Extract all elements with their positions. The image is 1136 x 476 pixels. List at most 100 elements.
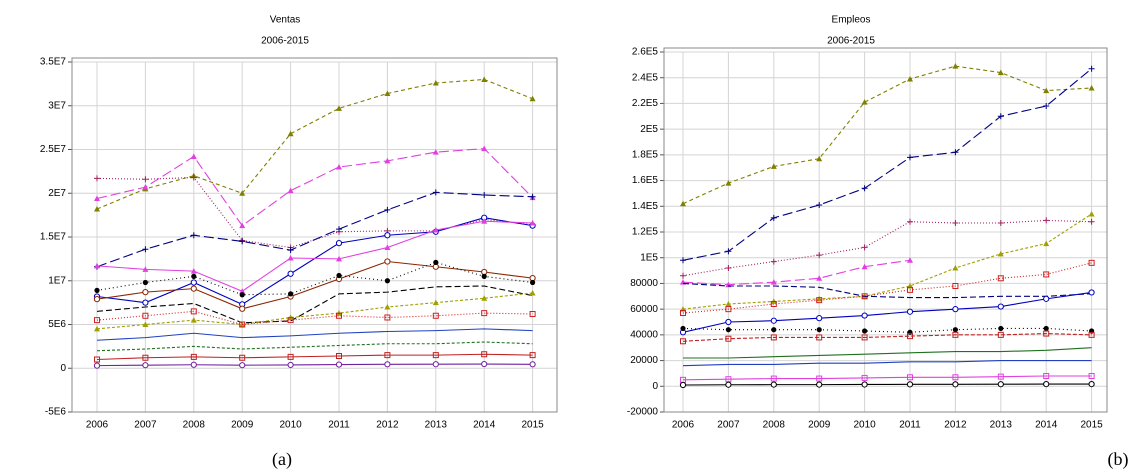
y-tick-label: 1E5 (640, 252, 658, 263)
marker (907, 76, 913, 82)
marker (861, 244, 868, 251)
marker (771, 327, 777, 333)
marker (997, 220, 1004, 226)
series-line (96, 310, 533, 326)
marker (239, 222, 246, 229)
marker (816, 381, 823, 388)
marker (384, 258, 391, 265)
marker (725, 306, 732, 313)
y-tick-label: 2.5E7 (40, 144, 67, 155)
series-line (682, 327, 1092, 333)
marker (997, 69, 1004, 76)
y-tick-label: 3E7 (48, 100, 66, 111)
y-tick-label: 40000 (630, 329, 658, 340)
marker (907, 286, 913, 293)
marker (907, 333, 913, 340)
x-tick-label: 2007 (134, 420, 157, 431)
chart: Empleos 2006-2015 (b) -20000 0 20000 40000 6000… (627, 15, 1129, 470)
marker (481, 218, 488, 224)
marker (481, 192, 488, 198)
marker (725, 265, 732, 271)
marker (1043, 103, 1050, 109)
marker (287, 130, 294, 137)
marker (142, 176, 149, 183)
marker (816, 297, 823, 304)
marker (1043, 240, 1050, 247)
marker (529, 193, 536, 200)
series-line (96, 328, 533, 341)
marker (384, 206, 391, 213)
marker (239, 305, 246, 312)
marker (907, 374, 913, 381)
marker (680, 325, 686, 332)
marker (725, 318, 732, 326)
marker (384, 232, 391, 239)
marker (336, 164, 342, 170)
marker (335, 361, 343, 368)
marker (336, 226, 342, 233)
x-tick-label: 2006 (672, 420, 695, 431)
marker (287, 255, 294, 261)
x-tick-label: 2006 (86, 420, 109, 431)
marker (1088, 65, 1095, 72)
y-tick-label: 1.2E5 (632, 227, 659, 238)
marker (906, 308, 914, 315)
x-tick-label: 2013 (425, 420, 448, 431)
marker (432, 299, 439, 306)
y-tick-label: 2.6E5 (632, 47, 659, 58)
y-tick-label: 3.5E7 (40, 57, 67, 68)
series-line (682, 333, 1092, 342)
marker (94, 287, 100, 293)
marker (190, 268, 197, 274)
x-tick-label: 2008 (183, 420, 206, 431)
marker (190, 353, 197, 360)
y-tick-label: 20000 (630, 355, 658, 366)
marker (861, 374, 868, 381)
marker (94, 325, 100, 332)
marker (336, 353, 342, 359)
marker (816, 275, 823, 281)
y-tick-label: 5E6 (48, 319, 66, 330)
marker (1043, 87, 1050, 94)
marker (529, 352, 536, 359)
marker (952, 149, 959, 156)
series-line (683, 347, 1092, 359)
y-tick-label: 1.4E5 (632, 201, 659, 212)
marker (190, 361, 197, 368)
marker (952, 306, 959, 313)
marker (384, 244, 391, 250)
x-tick-label: 2008 (763, 420, 786, 431)
marker (432, 149, 439, 155)
marker (770, 301, 777, 307)
marker (432, 312, 439, 319)
series-line (682, 68, 1092, 261)
series-line (682, 65, 1092, 205)
marker (770, 334, 777, 341)
marker (862, 328, 868, 334)
marker (481, 273, 487, 279)
series-line (682, 282, 1092, 299)
marker (680, 338, 686, 345)
marker (725, 381, 732, 388)
marker (952, 63, 959, 69)
marker (384, 352, 391, 359)
marker (997, 113, 1004, 120)
marker (239, 362, 246, 369)
y-tick-label: 80000 (630, 278, 658, 289)
marker (680, 200, 686, 207)
marker (94, 356, 100, 363)
marker (529, 220, 536, 226)
marker (816, 252, 823, 259)
y-tick-label: 0 (652, 381, 658, 392)
series-line (96, 341, 533, 352)
series-line (96, 191, 533, 268)
marker (1043, 381, 1050, 388)
marker (816, 334, 823, 341)
marker (816, 327, 822, 333)
chart-title: Ventas (270, 15, 301, 26)
marker (239, 288, 246, 294)
marker (952, 283, 959, 289)
y-tick-label: 2E7 (48, 188, 66, 199)
chart-subtitle: 2006-2015 (827, 36, 875, 47)
